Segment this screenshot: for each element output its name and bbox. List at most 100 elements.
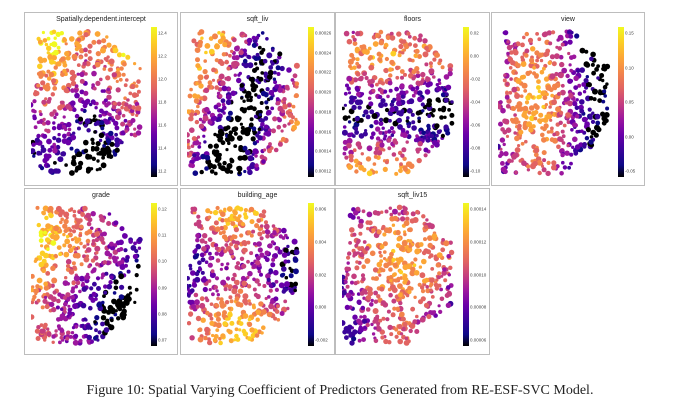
map-point — [99, 77, 103, 82]
map-point — [426, 314, 432, 320]
map-point — [544, 103, 548, 107]
map-point — [565, 112, 571, 118]
map-point — [369, 250, 376, 257]
map-point — [249, 95, 253, 100]
map-point — [204, 296, 208, 300]
map-point — [87, 43, 93, 49]
map-point — [44, 237, 51, 243]
map-point — [415, 314, 419, 319]
map-point — [189, 127, 195, 133]
map-point — [134, 84, 139, 88]
map-point — [399, 69, 405, 74]
map-point — [364, 75, 369, 81]
map-point — [286, 67, 292, 73]
map-point — [351, 35, 355, 39]
map-point — [389, 112, 393, 116]
map-point — [60, 217, 64, 222]
colorbar — [618, 27, 624, 177]
map-point — [90, 270, 95, 274]
map-point — [96, 159, 100, 163]
map-point — [443, 240, 450, 247]
map-point — [392, 97, 397, 102]
map-point — [425, 285, 429, 289]
map-point — [403, 322, 407, 326]
map-point — [77, 210, 81, 214]
map-point — [249, 327, 255, 333]
map-point — [528, 127, 534, 133]
map-point — [224, 236, 229, 242]
map-point — [283, 299, 288, 304]
map-point — [368, 101, 374, 107]
map-point — [407, 339, 411, 343]
map-point — [102, 294, 106, 298]
map-point — [112, 249, 119, 255]
map-point — [227, 306, 231, 311]
map-point — [62, 280, 69, 286]
map-point — [396, 204, 403, 211]
map-point — [256, 241, 262, 247]
map-point — [83, 90, 89, 96]
map-point — [227, 41, 232, 46]
map-point — [275, 97, 280, 101]
map-point — [506, 51, 510, 56]
map-point — [202, 134, 206, 138]
map-point — [188, 116, 194, 122]
map-point — [250, 332, 256, 339]
map-point — [403, 133, 408, 138]
map-point — [52, 121, 56, 125]
map-point — [221, 52, 227, 57]
map-point — [219, 165, 226, 172]
map-point — [558, 120, 563, 126]
map-point — [254, 154, 258, 158]
map-point — [519, 94, 524, 98]
map-point — [417, 90, 423, 96]
map-point — [413, 138, 418, 143]
map-point — [372, 41, 379, 47]
map-point — [238, 146, 244, 153]
map-point — [411, 125, 417, 131]
map-point — [373, 299, 379, 304]
map-point — [235, 205, 241, 211]
map-point — [271, 128, 276, 134]
map-point — [257, 269, 262, 274]
map-point — [83, 32, 89, 38]
map-point — [545, 170, 551, 177]
map-point — [273, 80, 278, 85]
map-point — [380, 98, 386, 104]
map-point — [49, 301, 55, 308]
map-point — [428, 61, 433, 66]
map-point — [346, 86, 351, 91]
map-point — [560, 129, 565, 134]
map-point — [263, 148, 267, 152]
map-point — [560, 89, 566, 96]
map-point — [260, 122, 265, 127]
map-point — [351, 336, 357, 342]
map-point — [193, 292, 199, 298]
map-point — [52, 142, 56, 147]
map-point — [222, 321, 228, 327]
map-point — [43, 285, 50, 291]
map-point — [353, 126, 359, 132]
map-point — [378, 130, 383, 135]
map-point — [415, 81, 420, 86]
map-point — [258, 301, 264, 307]
map-point — [94, 106, 98, 110]
map-point — [376, 261, 383, 268]
map-point — [72, 107, 77, 112]
map-point — [533, 147, 540, 154]
map-point — [429, 133, 435, 139]
map-point — [213, 143, 219, 149]
map-point — [57, 292, 62, 297]
map-point — [418, 147, 422, 152]
map-point — [225, 221, 231, 226]
map-point — [399, 162, 403, 167]
map-point — [500, 127, 505, 132]
map-point — [524, 31, 529, 37]
map-point — [427, 81, 433, 87]
map-point — [59, 328, 65, 333]
map-point — [59, 220, 63, 225]
map-point — [264, 257, 270, 263]
map-point — [389, 102, 395, 107]
colorbar-tick-label: 0.11 — [158, 232, 167, 238]
map-point — [366, 295, 372, 301]
